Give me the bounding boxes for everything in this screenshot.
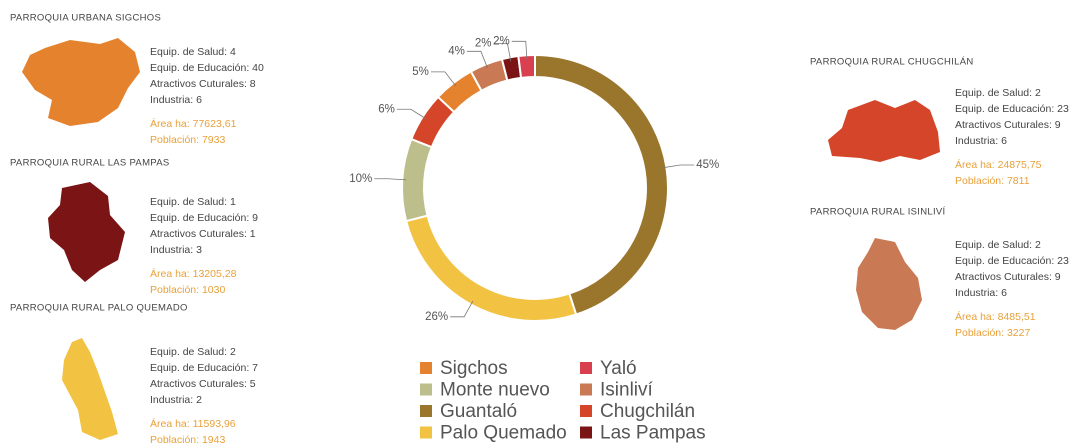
donut-slice	[534, 53, 669, 316]
parish-stat: Equip. de Educación: 40	[150, 62, 264, 74]
parish-area: Área ha: 13205,28	[150, 267, 237, 280]
parish-title: PARROQUIA RURAL PALO QUEMADO	[10, 303, 188, 314]
slice-label: 45%	[696, 159, 719, 171]
parish-stat: Equip. de Educación: 9	[150, 212, 258, 224]
legend-swatch	[580, 362, 592, 374]
map-isinlivi	[856, 238, 922, 330]
map-sigchos	[22, 38, 140, 126]
parish-stat: Industria: 2	[150, 394, 202, 406]
parish-stat: Industria: 3	[150, 244, 202, 256]
parish-stat: Industria: 6	[955, 287, 1007, 299]
parish-population: Población: 1030	[150, 284, 225, 296]
parish-stat: Equip. de Salud: 4	[150, 46, 236, 58]
parish-area: Área ha: 77623,61	[150, 117, 237, 130]
legend-label: Sigchos	[440, 358, 508, 379]
legend-label: Chugchilán	[600, 401, 695, 422]
parish-stat: Equip. de Educación: 23	[955, 103, 1069, 115]
legend-swatch	[420, 383, 432, 396]
leader-line	[374, 178, 407, 181]
parish-stat: Equip. de Salud: 2	[150, 346, 236, 358]
parish-stat: Industria: 6	[955, 135, 1007, 147]
parish-population: Población: 7933	[150, 134, 225, 146]
donut-slice	[404, 214, 578, 322]
donut-slice	[517, 53, 536, 79]
legend-swatch	[420, 405, 432, 417]
parish-area: Área ha: 24875,75	[955, 158, 1042, 171]
parish-population: Población: 7811	[955, 175, 1030, 187]
parish-population: Población: 1943	[150, 434, 225, 443]
parish-title: PARROQUIA RURAL CHUGCHILÁN	[810, 57, 974, 68]
legend-swatch	[420, 426, 432, 439]
legend-label: Isinliví	[600, 380, 654, 401]
map-las-pampas	[48, 182, 125, 282]
parish-stat: Equip. de Salud: 2	[955, 239, 1041, 251]
slice-label: 2%	[475, 38, 492, 50]
parish-stat: Atractivos Cuturales: 8	[150, 78, 256, 90]
legend-swatch	[420, 362, 432, 374]
parish-title: PARROQUIA URBANA SIGCHOS	[10, 13, 161, 24]
parish-stat: Industria: 6	[150, 94, 202, 106]
legend-label: Guantaló	[440, 401, 517, 422]
legend-swatch	[580, 426, 592, 439]
parish-title: PARROQUIA RURAL ISINLIVÍ	[810, 207, 946, 218]
parish-population: Población: 3227	[955, 327, 1030, 339]
leader-line	[662, 164, 695, 169]
parish-stat: Equip. de Educación: 23	[955, 255, 1069, 267]
leader-line	[511, 40, 528, 60]
legend-swatch	[580, 383, 592, 396]
map-palo-quemado	[62, 338, 118, 440]
parish-stat: Atractivos Cuturales: 5	[150, 378, 256, 390]
donut-slice	[401, 137, 434, 223]
leader-line	[493, 43, 512, 62]
slice-label: 6%	[378, 103, 395, 115]
leader-line	[466, 50, 488, 69]
slice-label: 4%	[448, 45, 465, 57]
parish-area: Área ha: 11593,96	[150, 417, 236, 430]
legend-label: Palo Quemado	[440, 423, 567, 443]
parish-stat: Equip. de Educación: 7	[150, 362, 258, 374]
parish-stat: Equip. de Salud: 1	[150, 196, 236, 208]
leader-line	[430, 71, 457, 87]
parish-stat: Atractivos Cuturales: 1	[150, 228, 256, 240]
leader-line	[450, 300, 474, 318]
parish-area: Área ha: 8485,51	[955, 310, 1036, 323]
parish-stat: Atractivos Cuturales: 9	[955, 119, 1061, 131]
map-chugchilan	[828, 100, 940, 162]
slice-label: 26%	[425, 311, 448, 323]
slice-label: 2%	[493, 35, 510, 47]
parish-stat: Equip. de Salud: 2	[955, 87, 1041, 99]
slice-label: 10%	[349, 173, 372, 185]
slice-label: 5%	[412, 66, 429, 78]
legend-swatch	[580, 405, 592, 417]
parish-title: PARROQUIA RURAL LAS PAMPAS	[10, 158, 170, 169]
legend-label: Las Pampas	[600, 423, 706, 443]
parish-stat: Atractivos Cuturales: 9	[955, 271, 1061, 283]
leader-line	[396, 108, 427, 120]
legend-label: Monte nuevo	[440, 380, 550, 401]
legend-label: Yaló	[600, 358, 637, 379]
